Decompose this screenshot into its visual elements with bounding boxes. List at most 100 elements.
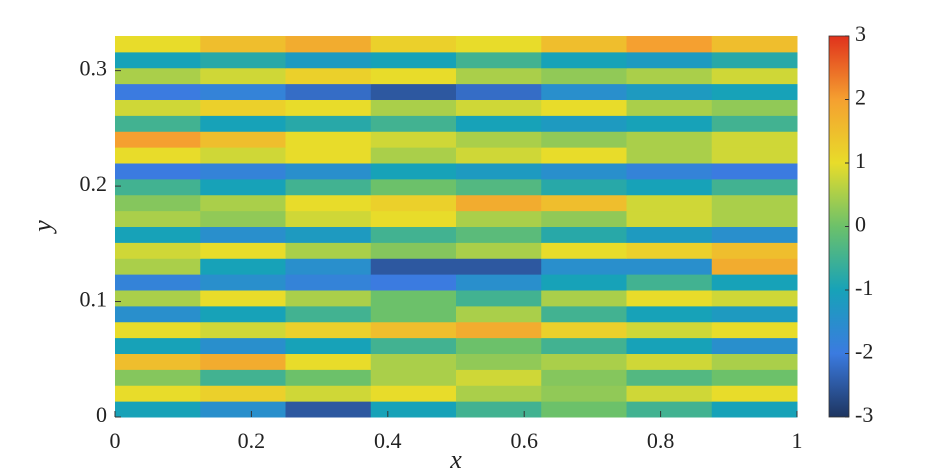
- heat-cell: [541, 36, 627, 53]
- heat-cell: [370, 178, 457, 196]
- heat-cell: [626, 210, 713, 227]
- heat-cell: [115, 353, 201, 370]
- y-tick-label: 0: [96, 402, 107, 427]
- heat-cell: [370, 83, 457, 100]
- heat-cell: [711, 385, 798, 402]
- heat-cell: [200, 353, 286, 370]
- heat-cell: [285, 67, 372, 85]
- heat-cell: [711, 337, 798, 354]
- heat-cell: [711, 401, 798, 418]
- heat-cell: [200, 337, 286, 354]
- heat-cell: [115, 369, 201, 386]
- heat-cell: [541, 99, 627, 116]
- heat-cell: [456, 401, 542, 418]
- heat-cell: [285, 194, 372, 212]
- x-tick-label: 0.4: [374, 428, 402, 453]
- x-tick-label: 0.2: [238, 428, 266, 453]
- heat-cell: [370, 290, 457, 307]
- heat-cell: [285, 385, 372, 402]
- heat-cell: [626, 353, 713, 370]
- heat-cell: [541, 353, 627, 370]
- heat-cell: [711, 178, 798, 196]
- heat-cell: [711, 194, 798, 212]
- heat-cell: [200, 115, 286, 132]
- colorbar-tick-label: -2: [855, 339, 873, 364]
- heat-cell: [285, 51, 372, 69]
- colorbar-tick-label: 2: [855, 85, 866, 110]
- colorbar-tick-label: -3: [855, 402, 873, 427]
- heat-cell: [541, 226, 627, 243]
- heat-cell: [370, 115, 457, 132]
- heat-cell: [285, 99, 372, 116]
- heat-cell: [541, 401, 627, 418]
- heat-cell: [456, 385, 542, 402]
- heat-cell: [115, 242, 201, 259]
- heat-cell: [285, 163, 372, 180]
- heat-cell: [711, 242, 798, 259]
- heat-cell: [200, 99, 286, 116]
- heat-cell: [285, 210, 372, 227]
- heat-cell: [115, 147, 201, 164]
- heat-cell: [541, 258, 627, 275]
- heat-cell: [626, 36, 713, 53]
- heat-cell: [626, 337, 713, 354]
- heat-cell: [541, 194, 627, 212]
- heat-cell: [200, 83, 286, 100]
- heat-cell: [285, 258, 372, 275]
- y-tick-label: 0.2: [80, 171, 108, 196]
- heat-cell: [626, 242, 713, 259]
- heat-cell: [115, 337, 201, 354]
- heat-cell: [456, 210, 542, 227]
- heat-cell: [711, 305, 798, 323]
- heat-cell: [115, 305, 201, 323]
- heat-cell: [200, 147, 286, 164]
- heat-cell: [200, 321, 286, 339]
- heat-cell: [200, 290, 286, 307]
- heat-cell: [711, 131, 798, 148]
- heat-cell: [541, 131, 627, 148]
- heat-cell: [200, 131, 286, 148]
- heat-cell: [456, 131, 542, 148]
- heat-cell: [456, 242, 542, 259]
- heat-cell: [370, 226, 457, 243]
- heat-cell: [115, 226, 201, 243]
- heat-cell: [456, 258, 542, 275]
- heat-cell: [711, 274, 798, 291]
- heat-cell: [370, 353, 457, 370]
- heat-cell: [541, 115, 627, 132]
- heat-cell: [285, 178, 372, 196]
- heat-cell: [626, 226, 713, 243]
- heat-cell: [370, 36, 457, 53]
- heat-cell: [115, 115, 201, 132]
- heat-cell: [456, 321, 542, 339]
- x-tick-label: 1: [792, 428, 803, 453]
- heat-cell: [285, 36, 372, 53]
- heat-cell: [456, 178, 542, 196]
- heat-cell: [456, 337, 542, 354]
- heat-cell: [285, 369, 372, 386]
- heat-cell: [370, 163, 457, 180]
- heat-cell: [115, 99, 201, 116]
- colorbar-tick-label: 3: [855, 21, 866, 46]
- heat-cell: [115, 67, 201, 85]
- heat-cell: [200, 369, 286, 386]
- heat-cell: [115, 210, 201, 227]
- heat-cell: [370, 51, 457, 69]
- heat-cell: [285, 353, 372, 370]
- heat-cell: [370, 385, 457, 402]
- heat-cell: [626, 305, 713, 323]
- heat-cell: [200, 163, 286, 180]
- heat-cell: [541, 67, 627, 85]
- heat-cell: [115, 131, 201, 148]
- heat-cell: [285, 242, 372, 259]
- heat-cell: [541, 369, 627, 386]
- heat-cell: [541, 83, 627, 100]
- colorbar-tick-label: 1: [855, 148, 866, 173]
- heat-cell: [200, 305, 286, 323]
- heat-cell: [285, 147, 372, 164]
- heat-cell: [711, 67, 798, 85]
- heat-cell: [115, 36, 201, 53]
- heat-cell: [115, 385, 201, 402]
- heat-cell: [285, 290, 372, 307]
